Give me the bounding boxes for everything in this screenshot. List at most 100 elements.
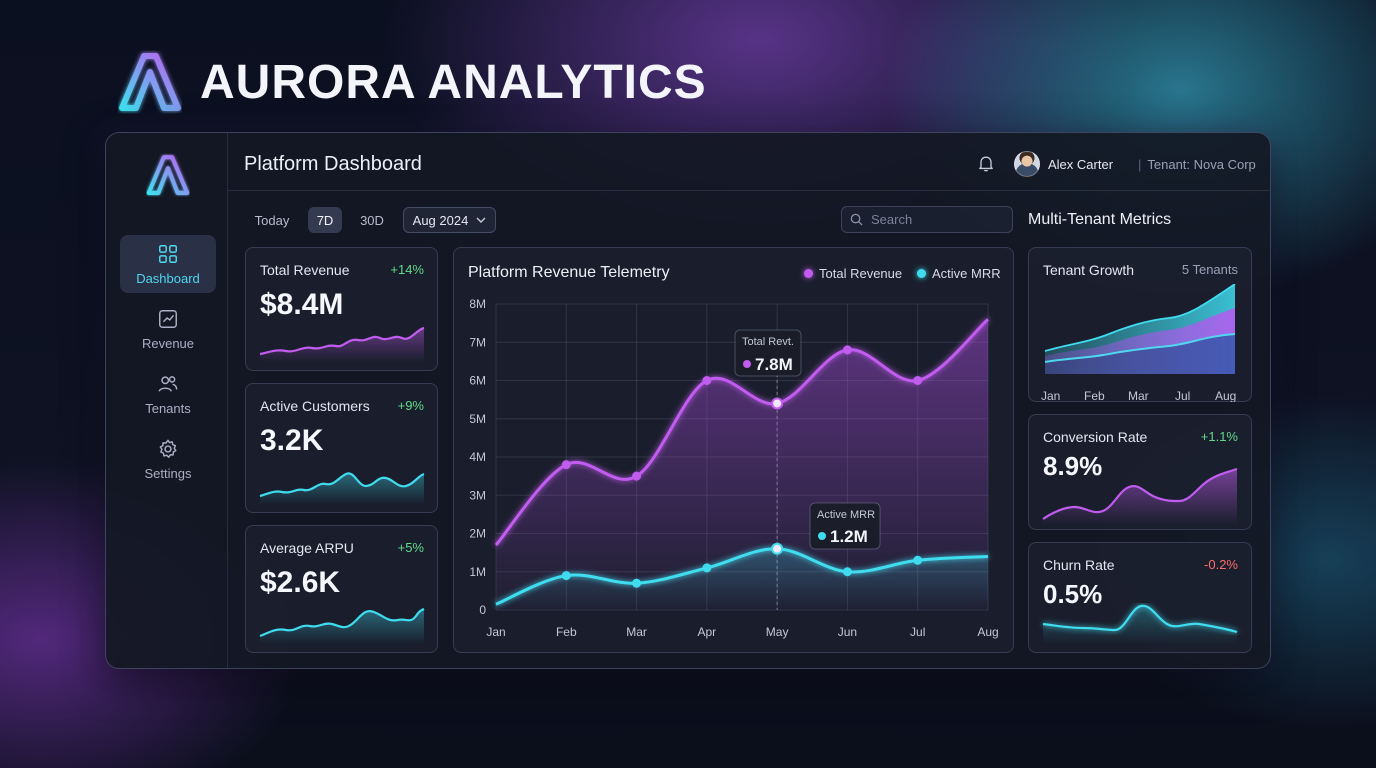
user-name[interactable]: Alex Carter xyxy=(1048,157,1114,172)
filter-7d-button[interactable]: 7D xyxy=(308,207,342,233)
tenant-month-label: Feb xyxy=(1084,389,1105,402)
kpi-card-average-arpu[interactable]: Average ARPU +5% $2.6K xyxy=(245,525,438,653)
sidebar-item-dashboard[interactable]: Dashboard xyxy=(120,235,216,293)
sidebar-item-revenue[interactable]: Revenue xyxy=(120,300,216,358)
x-tick-label: Apr xyxy=(698,625,717,639)
dashboard-window: Dashboard Revenue Tenants Settings Platf… xyxy=(105,132,1271,669)
bell-icon[interactable] xyxy=(976,153,996,173)
tenant-growth-label: Tenant Growth xyxy=(1043,262,1135,278)
top-bar: Platform Dashboard Alex Carter Tenant: N… xyxy=(228,133,1270,191)
data-point[interactable] xyxy=(842,345,852,355)
sidebar-item-label: Tenants xyxy=(145,400,191,416)
y-tick-label: 1M xyxy=(469,565,486,579)
data-point[interactable] xyxy=(842,567,852,577)
tenant-month-label: Jul xyxy=(1175,389,1190,402)
kpi-value: 3.2K xyxy=(260,424,324,457)
x-tick-label: Jan xyxy=(486,625,505,639)
data-point[interactable] xyxy=(632,471,642,481)
dashboard-icon xyxy=(159,244,177,263)
tooltip-value: 7.8M xyxy=(755,355,793,374)
y-tick-label: 4M xyxy=(469,450,486,464)
arpu-sparkline xyxy=(259,608,425,644)
conversion-sparkline xyxy=(1042,467,1238,525)
conversion-delta: +1.1% xyxy=(1200,429,1238,444)
tenant-growth-area-chart: Jan Feb Mar Jul Aug xyxy=(1041,284,1236,402)
data-point[interactable] xyxy=(702,563,712,573)
x-tick-label: Mar xyxy=(626,625,647,639)
x-tick-label: Jun xyxy=(838,625,857,639)
month-select-value: Aug 2024 xyxy=(412,212,469,228)
users-icon xyxy=(158,375,178,392)
y-tick-label: 0 xyxy=(479,603,486,617)
conversion-value: 8.9% xyxy=(1043,451,1103,481)
data-point[interactable] xyxy=(771,397,784,410)
y-tick-label: 3M xyxy=(469,488,486,502)
data-point[interactable] xyxy=(913,555,923,565)
legend-dot xyxy=(917,269,926,278)
data-point[interactable] xyxy=(702,376,712,385)
churn-rate-card[interactable]: Churn Rate -0.2% 0.5% xyxy=(1028,542,1252,653)
tooltip-active-mrr: Active MRR 1.2M xyxy=(809,502,881,550)
avatar[interactable] xyxy=(1014,151,1040,177)
tooltip-value: 1.2M xyxy=(830,527,868,546)
legend-total-revenue[interactable]: Total Revenue xyxy=(804,266,902,281)
sidebar-item-label: Revenue xyxy=(141,335,195,351)
tenant-month-label: Aug xyxy=(1215,389,1236,402)
legend-active-mrr[interactable]: Active MRR xyxy=(917,266,1001,281)
data-point[interactable] xyxy=(561,460,571,470)
kpi-value: $8.4M xyxy=(260,288,344,321)
kpi-delta: +9% xyxy=(397,398,424,413)
filter-today-button[interactable]: Today xyxy=(254,212,290,228)
kpi-card-active-customers[interactable]: Active Customers +9% 3.2K xyxy=(245,383,438,513)
y-tick-label: 5M xyxy=(469,412,486,426)
tenant-selector[interactable]: Tenant: Nova Corp xyxy=(1138,157,1255,172)
conversion-rate-card[interactable]: Conversion Rate +1.1% 8.9% xyxy=(1028,414,1252,530)
search-input[interactable]: Search xyxy=(841,206,1013,233)
y-tick-label: 2M xyxy=(469,527,486,541)
tenant-count: 5 Tenants xyxy=(1181,262,1238,277)
tenant-growth-card[interactable]: Tenant Growth 5 Tenants Jan Feb Mar Jul … xyxy=(1028,247,1252,402)
aurora-logo-icon xyxy=(119,53,181,111)
revenue-line-chart[interactable]: 0 1M 2M 3M 4M 5M 6M 7M 8M Jan Feb Mar Apr May Jun Jul Au… xyxy=(454,292,1013,652)
multi-tenant-title: Multi-Tenant Metrics xyxy=(1028,211,1172,228)
x-tick-label: Jul xyxy=(910,625,925,639)
month-select[interactable]: Aug 2024 xyxy=(403,207,496,233)
x-tick-label: May xyxy=(766,625,789,639)
legend-label: Total Revenue xyxy=(819,266,903,281)
kpi-delta: +14% xyxy=(390,262,424,277)
kpi-label: Active Customers xyxy=(260,398,370,414)
churn-delta: -0.2% xyxy=(1204,557,1238,572)
x-tick-label: Feb xyxy=(556,625,577,639)
conversion-label: Conversion Rate xyxy=(1043,429,1148,445)
series-line-1 xyxy=(495,547,989,606)
tenant-month-label: Mar xyxy=(1128,389,1149,402)
data-point[interactable] xyxy=(632,578,642,588)
brand-header: AURORA ANALYTICS xyxy=(118,50,707,114)
data-point[interactable] xyxy=(771,542,784,555)
revenue-telemetry-card: Platform Revenue Telemetry Total Revenue… xyxy=(453,247,1014,653)
page-title: Platform Dashboard xyxy=(244,153,422,175)
filter-30d-button[interactable]: 30D xyxy=(360,212,384,228)
x-tick-label: Aug xyxy=(977,625,998,639)
churn-sparkline xyxy=(1042,604,1238,644)
kpi-label: Total Revenue xyxy=(260,262,350,278)
chart-title: Platform Revenue Telemetry xyxy=(468,264,670,281)
tenant-month-label: Jan xyxy=(1041,389,1060,402)
y-tick-label: 7M xyxy=(469,335,486,349)
y-tick-label: 8M xyxy=(469,297,486,311)
data-point[interactable] xyxy=(913,376,923,385)
sidebar-item-settings[interactable]: Settings xyxy=(120,430,216,488)
kpi-label: Average ARPU xyxy=(260,540,354,556)
aurora-logo-icon xyxy=(146,155,190,195)
legend-dot xyxy=(804,269,813,278)
kpi-card-total-revenue[interactable]: Total Revenue +14% $8.4M xyxy=(245,247,438,371)
series-area-1 xyxy=(496,548,988,610)
sidebar: Dashboard Revenue Tenants Settings xyxy=(106,133,228,668)
sidebar-item-tenants[interactable]: Tenants xyxy=(120,365,216,423)
tooltip-total-revenue: Total Revt. 7.8M xyxy=(734,329,802,377)
sidebar-item-label: Settings xyxy=(144,465,192,481)
search-icon xyxy=(850,213,863,226)
data-point[interactable] xyxy=(561,571,571,581)
revenue-sparkline xyxy=(259,326,425,362)
sidebar-item-label: Dashboard xyxy=(136,270,200,286)
